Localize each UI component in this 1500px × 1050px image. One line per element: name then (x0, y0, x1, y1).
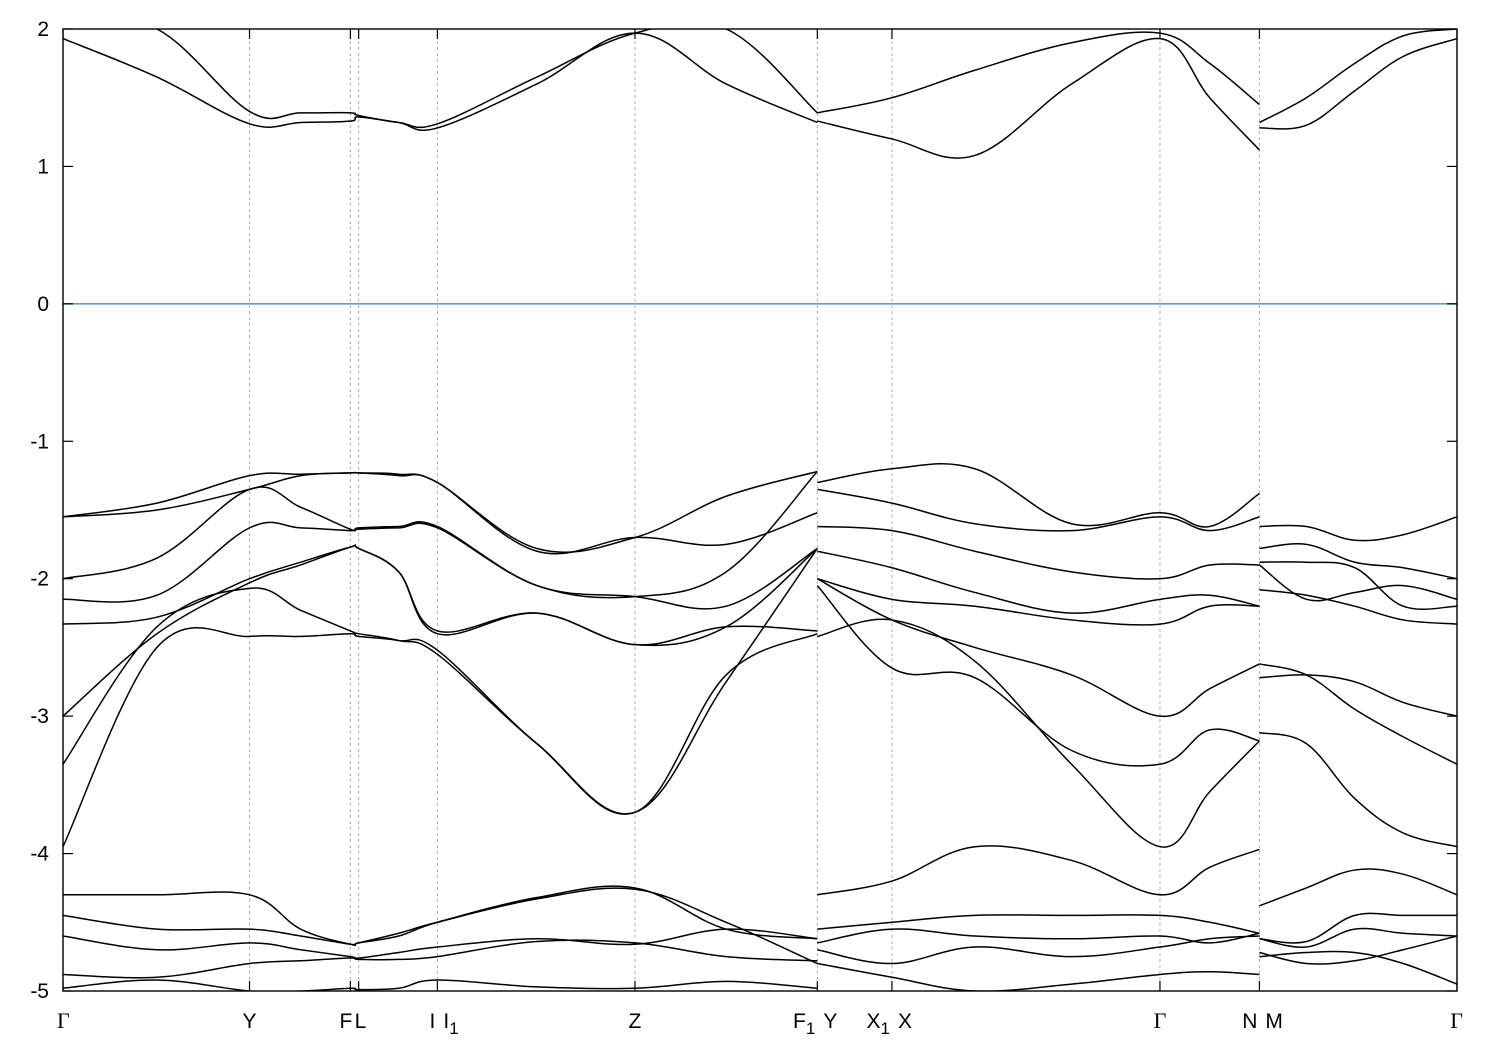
x-tick-label: Y (823, 1010, 837, 1033)
band-line (1258, 564, 1457, 602)
band-line (817, 577, 1260, 626)
band-line (1259, 912, 1457, 944)
y-tick-label: 2 (37, 18, 49, 41)
band-line (817, 845, 1260, 896)
band-line (816, 585, 1260, 767)
band-line (63, 471, 818, 555)
band-line (63, 544, 818, 647)
band-line (817, 488, 1260, 532)
band-line (63, 887, 818, 965)
band-line (1259, 663, 1457, 765)
band-line (63, 979, 818, 991)
x-tick-label: Z (629, 1010, 642, 1033)
vertical-gridlines (249, 29, 1260, 991)
band-lines (63, 29, 1457, 991)
x-tick-label: N (1242, 1010, 1257, 1033)
band-line (1259, 588, 1457, 625)
y-tick-label: -3 (30, 705, 49, 728)
x-tick-label: Γ (1154, 1008, 1167, 1033)
x-tick-label: I (430, 1010, 436, 1033)
band-line (63, 471, 818, 603)
y-tick-label: 0 (37, 293, 49, 316)
band-line (817, 31, 1260, 114)
band-line (1259, 927, 1457, 948)
band-line (63, 885, 818, 947)
band-line (1259, 674, 1457, 717)
band-line (1259, 29, 1457, 124)
x-tick-label: M (1265, 1010, 1283, 1033)
band-line (63, 470, 818, 554)
y-axis-ticks: -5 -4 -3 -2 -1 0 1 2 (30, 18, 1457, 1003)
band-line (817, 37, 1260, 159)
band-line (817, 962, 1260, 991)
band-line (817, 914, 1260, 935)
band-line (817, 525, 1260, 580)
plot-frame (62, 28, 1458, 992)
band-line (1259, 935, 1457, 965)
band-line (155, 29, 818, 129)
x-axis-ticks: Γ Y F L I I1 Z F1 Y X1 X Γ N M Γ (57, 29, 1463, 1038)
x-tick-label: L (355, 1010, 367, 1033)
band-line (817, 463, 1260, 528)
x-tick-label: Y (243, 1010, 257, 1033)
band-line (1259, 543, 1457, 580)
band-line (1259, 37, 1457, 130)
band-line (816, 578, 1260, 717)
band-line (1259, 950, 1457, 985)
band-line (1259, 516, 1457, 542)
band-line (1259, 868, 1457, 907)
y-tick-label: -5 (30, 980, 49, 1003)
band-line (63, 486, 818, 610)
band-line (817, 935, 1260, 965)
band-line (1259, 561, 1457, 610)
y-tick-label: -4 (30, 843, 49, 866)
y-tick-label: -2 (30, 568, 49, 591)
x-tick-label: Γ (1450, 1008, 1463, 1033)
x-tick-label: F (340, 1010, 353, 1033)
x-tick-label: X (898, 1010, 912, 1033)
x-tick-label: Γ (57, 1008, 70, 1033)
y-tick-label: 1 (37, 155, 49, 178)
band-line (63, 939, 818, 979)
y-tick-label: -1 (30, 430, 49, 453)
band-line (817, 928, 1260, 944)
band-line (817, 550, 1260, 614)
band-line (63, 928, 818, 960)
band-line (1259, 731, 1457, 848)
